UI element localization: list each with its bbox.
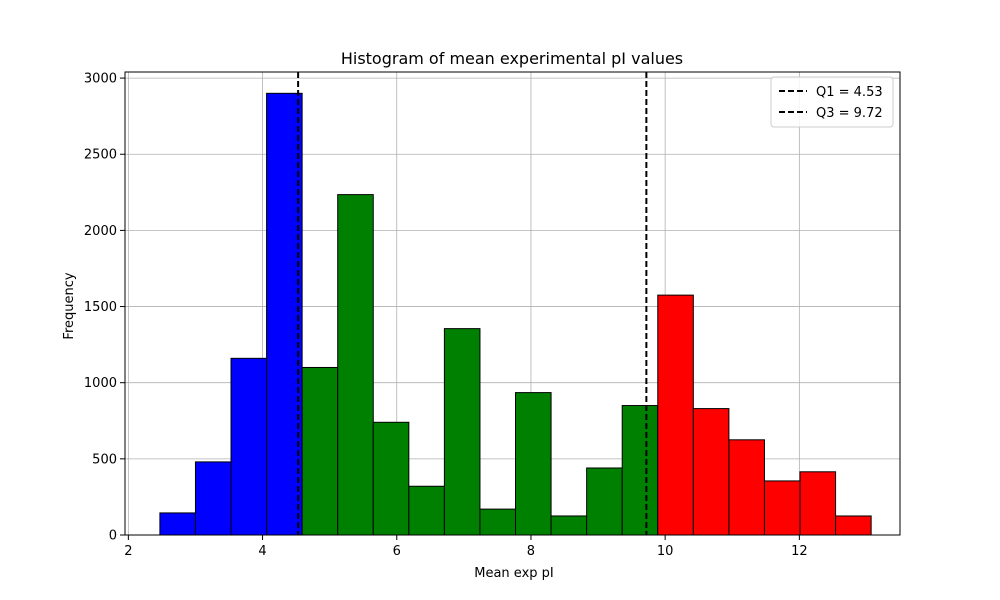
x-axis-label: Mean exp pI bbox=[474, 566, 554, 581]
histogram-bar bbox=[692, 408, 730, 536]
legend-box bbox=[770, 76, 894, 128]
histogram-bar bbox=[266, 92, 303, 536]
histogram-bar bbox=[621, 405, 659, 536]
histogram-bars bbox=[159, 92, 872, 536]
histogram-bar bbox=[194, 461, 232, 536]
histogram-bar bbox=[408, 485, 445, 536]
x-tick-label: 6 bbox=[393, 544, 401, 559]
y-tick-label: 2500 bbox=[84, 148, 117, 163]
chart-title: Histogram of mean experimental pI values bbox=[341, 49, 683, 68]
y-axis-ticks: 0 500 1000 1500 2000 2500 3000 bbox=[84, 72, 125, 544]
histogram-bar bbox=[479, 508, 517, 536]
histogram-bar bbox=[835, 515, 872, 536]
histogram-bar bbox=[550, 515, 588, 536]
x-tick-label: 12 bbox=[791, 544, 808, 559]
histogram-bar bbox=[230, 357, 268, 536]
plot-frame bbox=[124, 71, 901, 536]
y-tick-label: 2000 bbox=[84, 224, 117, 239]
histogram-bar bbox=[372, 421, 410, 536]
y-tick-label: 500 bbox=[92, 452, 117, 467]
histogram-bar bbox=[301, 366, 339, 536]
legend-q1-label: Q1 = 4.53 bbox=[816, 85, 883, 100]
legend-q3-label: Q3 = 9.72 bbox=[816, 106, 883, 121]
histogram-bar bbox=[728, 439, 765, 536]
histogram-bar bbox=[515, 392, 552, 536]
x-tick-label: 4 bbox=[258, 544, 266, 559]
y-tick-label: 1000 bbox=[84, 376, 117, 391]
histogram-bar bbox=[799, 471, 837, 536]
y-axis-label: Frequency bbox=[62, 272, 77, 339]
x-tick-label: 8 bbox=[527, 544, 535, 559]
x-axis-ticks: 2 4 6 8 10 12 bbox=[124, 535, 808, 559]
y-tick-label: 0 bbox=[109, 529, 117, 544]
x-tick-label: 2 bbox=[124, 544, 132, 559]
histogram-bar bbox=[337, 194, 374, 536]
histogram-bar bbox=[657, 294, 694, 536]
x-tick-label: 10 bbox=[657, 544, 674, 559]
quartile-lines bbox=[297, 72, 648, 535]
histogram-bar bbox=[586, 467, 623, 536]
histogram-bar bbox=[763, 480, 801, 536]
histogram-bar bbox=[443, 328, 481, 536]
histogram-bar bbox=[159, 512, 196, 536]
y-tick-label: 3000 bbox=[84, 72, 117, 87]
legend: Q1 = 4.53 Q3 = 9.72 bbox=[770, 76, 894, 128]
y-tick-label: 1500 bbox=[84, 300, 117, 315]
